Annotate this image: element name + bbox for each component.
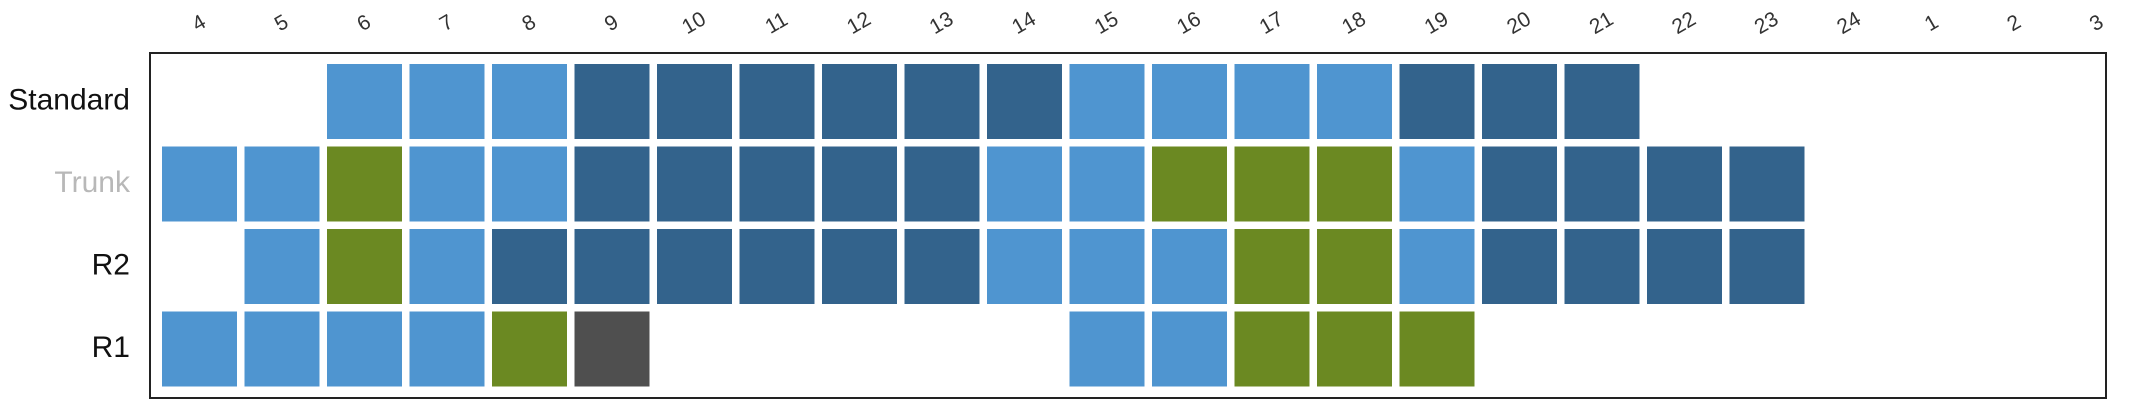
cell-r2-16-light [1152, 229, 1227, 304]
x-tick-label-7: 7 [436, 10, 458, 36]
cell-standard-7-light [409, 64, 485, 139]
x-tick-label-21: 21 [1586, 7, 1618, 39]
x-tick-label-8: 8 [518, 10, 540, 36]
cell-r2-21-dark [1564, 229, 1640, 304]
x-tick-label-10: 10 [678, 7, 710, 39]
cell-r2-18-green [1317, 229, 1392, 304]
cell-r2-7-light [409, 229, 485, 304]
cell-r2-6-green [327, 229, 402, 304]
x-tick-label-9: 9 [601, 10, 623, 36]
cell-trunk-9-dark [574, 146, 650, 222]
cell-r1-15-light [1069, 311, 1145, 387]
x-tick-label-5: 5 [271, 10, 293, 36]
cell-r2-23-dark [1729, 229, 1805, 304]
cell-r2-12-dark [822, 229, 897, 304]
cell-r2-14-light [987, 229, 1062, 304]
cell-trunk-18-green [1317, 146, 1392, 222]
cell-trunk-10-dark [657, 146, 732, 222]
x-tick-label-15: 15 [1091, 7, 1123, 39]
x-tick-label-22: 22 [1668, 7, 1700, 39]
cell-trunk-16-green [1152, 146, 1227, 222]
plot-frame [149, 52, 2107, 399]
cell-r2-20-dark [1482, 229, 1557, 304]
cell-standard-17-light [1234, 64, 1310, 139]
cell-standard-10-dark [657, 64, 732, 139]
cell-r2-17-green [1234, 229, 1310, 304]
cell-standard-21-dark [1564, 64, 1640, 139]
cell-standard-12-dark [822, 64, 897, 139]
cell-r1-4-light [162, 311, 237, 387]
x-tick-label-4: 4 [188, 10, 210, 36]
cell-trunk-5-light [244, 146, 320, 222]
x-tick-label-18: 18 [1338, 7, 1370, 39]
cell-r2-10-dark [657, 229, 732, 304]
cell-r2-15-light [1069, 229, 1145, 304]
cell-standard-11-dark [739, 64, 815, 139]
cell-standard-14-dark [987, 64, 1062, 139]
cell-r2-22-dark [1647, 229, 1722, 304]
cell-standard-16-light [1152, 64, 1227, 139]
x-tick-label-14: 14 [1008, 7, 1040, 39]
x-tick-label-11: 11 [761, 8, 791, 39]
x-tick-label-3: 3 [2086, 10, 2108, 36]
cell-standard-19-dark [1399, 64, 1475, 139]
cell-r2-9-dark [574, 229, 650, 304]
cell-standard-20-dark [1482, 64, 1557, 139]
cell-r1-9-gray [574, 311, 650, 387]
heatmap-cells [162, 64, 1805, 387]
cell-trunk-4-light [162, 146, 237, 222]
cell-trunk-13-dark [904, 146, 980, 222]
cell-trunk-19-light [1399, 146, 1475, 222]
cell-standard-18-light [1317, 64, 1392, 139]
cell-r1-5-light [244, 311, 320, 387]
cell-standard-13-dark [904, 64, 980, 139]
cell-trunk-22-dark [1647, 146, 1722, 222]
cell-r1-18-green [1317, 311, 1392, 387]
x-tick-label-19: 19 [1421, 7, 1453, 39]
cell-r1-16-light [1152, 311, 1227, 387]
cell-r1-8-green [492, 311, 567, 387]
x-axis-tick-labels: 4 5 6 7 8 9 10 11 12 13 14 15 16 17 18 19 20 21 22 23 24 1 2 3 [188, 7, 2107, 39]
cell-r2-11-dark [739, 229, 815, 304]
cell-trunk-11-dark [739, 146, 815, 222]
x-tick-label-16: 16 [1173, 7, 1205, 39]
x-tick-label-1: 1 [1921, 10, 1943, 36]
cell-trunk-7-light [409, 146, 485, 222]
cell-r2-8-dark [492, 229, 567, 304]
x-tick-label-13: 13 [926, 7, 958, 39]
cell-r1-7-light [409, 311, 485, 387]
cell-r2-13-dark [904, 229, 980, 304]
y-axis-row-labels: Standard Trunk R2 R1 [8, 83, 131, 364]
x-tick-label-17: 17 [1256, 7, 1288, 39]
x-tick-label-24: 24 [1833, 7, 1865, 39]
cell-trunk-6-green [327, 146, 402, 222]
cell-trunk-8-light [492, 146, 567, 222]
cell-r1-19-green [1399, 311, 1475, 387]
cell-r2-5-light [244, 229, 320, 304]
x-tick-label-20: 20 [1503, 7, 1535, 39]
cell-trunk-17-green [1234, 146, 1310, 222]
row-label-r2: R2 [92, 248, 130, 281]
x-tick-label-2: 2 [2003, 10, 2025, 36]
x-tick-label-12: 12 [843, 7, 875, 39]
cell-trunk-12-dark [822, 146, 897, 222]
cell-standard-8-light [492, 64, 567, 139]
row-label-trunk: Trunk [54, 166, 131, 199]
cell-trunk-23-dark [1729, 146, 1805, 222]
cell-r1-17-green [1234, 311, 1310, 387]
row-label-standard: Standard [8, 83, 130, 116]
cell-standard-15-light [1069, 64, 1145, 139]
row-label-r1: R1 [92, 331, 130, 364]
cell-trunk-20-dark [1482, 146, 1557, 222]
cell-r2-19-light [1399, 229, 1475, 304]
x-tick-label-6: 6 [353, 10, 375, 36]
cell-standard-9-dark [574, 64, 650, 139]
cell-trunk-21-dark [1564, 146, 1640, 222]
cell-standard-6-light [327, 64, 402, 139]
cell-r1-6-light [327, 311, 402, 387]
cell-trunk-14-light [987, 146, 1062, 222]
cell-trunk-15-light [1069, 146, 1145, 222]
x-tick-label-23: 23 [1751, 7, 1783, 39]
